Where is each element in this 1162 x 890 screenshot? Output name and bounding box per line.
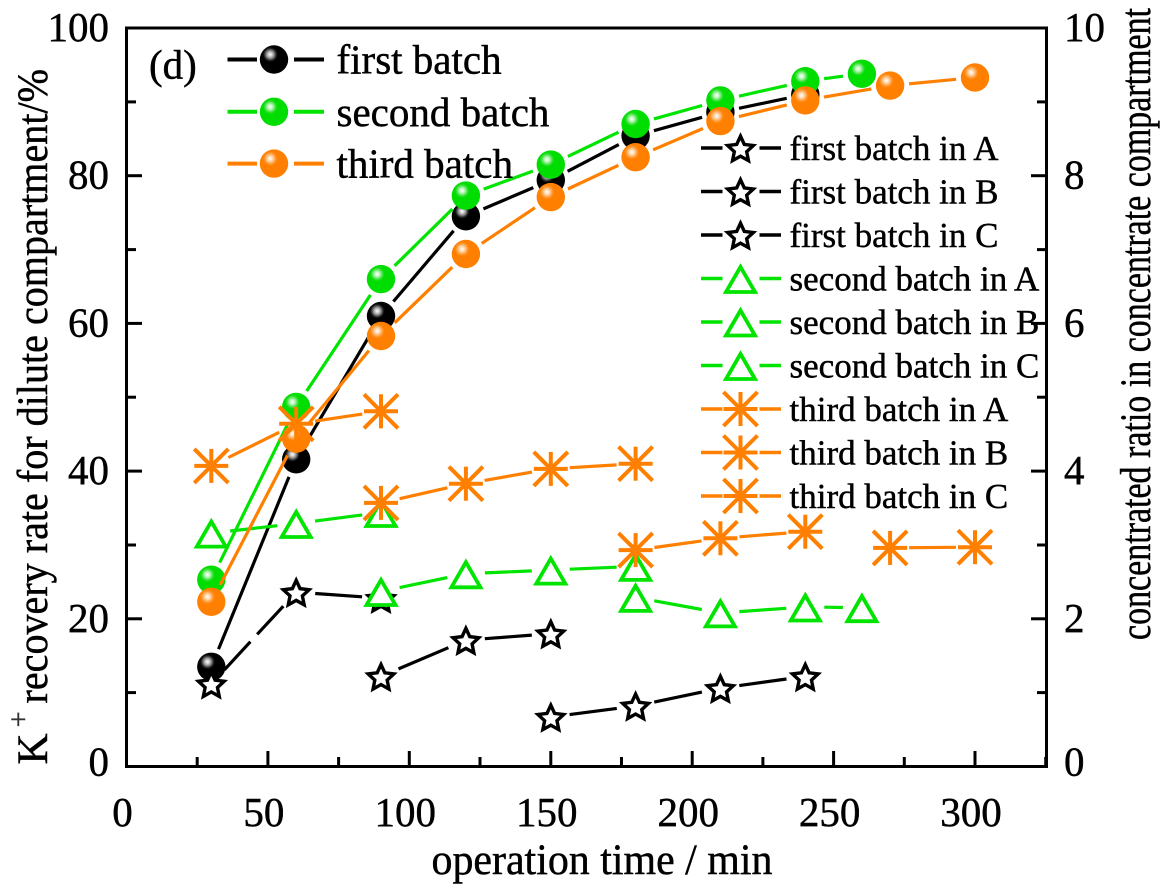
svg-text:concentrated ratio in concentr: concentrated ratio in concentrate compar… — [1113, 8, 1160, 640]
svg-text:first batch in C: first batch in C — [790, 216, 999, 255]
svg-text:operation time / min: operation time / min — [432, 837, 773, 884]
svg-text:0: 0 — [89, 739, 110, 785]
svg-text:third batch in A: third batch in A — [790, 390, 1009, 429]
svg-text:150: 150 — [516, 789, 578, 835]
svg-text:10: 10 — [1064, 4, 1105, 50]
svg-text:first batch in B: first batch in B — [790, 173, 999, 212]
svg-text:+: + — [4, 711, 35, 727]
svg-text:6: 6 — [1064, 299, 1085, 345]
svg-text:100: 100 — [48, 4, 110, 50]
svg-text:300: 300 — [940, 789, 1002, 835]
svg-text:first batch in A: first batch in A — [790, 129, 1000, 168]
svg-text:0: 0 — [1064, 739, 1085, 785]
svg-text:(d): (d) — [149, 42, 197, 88]
svg-text:0: 0 — [112, 789, 133, 835]
svg-text:20: 20 — [68, 595, 109, 641]
svg-text:K: K — [10, 733, 57, 764]
svg-text:80: 80 — [68, 152, 109, 198]
svg-text:first batch: first batch — [337, 37, 502, 83]
svg-text:40: 40 — [68, 447, 109, 493]
svg-text:second batch: second batch — [337, 89, 550, 135]
svg-text:third batch in B: third batch in B — [790, 434, 1009, 473]
svg-text:250: 250 — [799, 789, 861, 835]
svg-text:third batch in C: third batch in C — [790, 477, 1009, 516]
svg-text:second batch in A: second batch in A — [790, 260, 1041, 299]
svg-text:200: 200 — [657, 789, 719, 835]
svg-text:second batch in C: second batch in C — [790, 347, 1040, 386]
svg-text:third batch: third batch — [337, 141, 513, 187]
svg-text:60: 60 — [68, 299, 109, 345]
svg-text:recovery rate for dilute compa: recovery rate for dilute compartment/% — [10, 69, 57, 704]
svg-text:100: 100 — [375, 789, 437, 835]
svg-text:50: 50 — [243, 789, 284, 835]
svg-text:8: 8 — [1064, 152, 1085, 198]
svg-text:2: 2 — [1064, 595, 1085, 641]
svg-text:second batch in B: second batch in B — [790, 303, 1040, 342]
svg-text:4: 4 — [1064, 447, 1085, 493]
